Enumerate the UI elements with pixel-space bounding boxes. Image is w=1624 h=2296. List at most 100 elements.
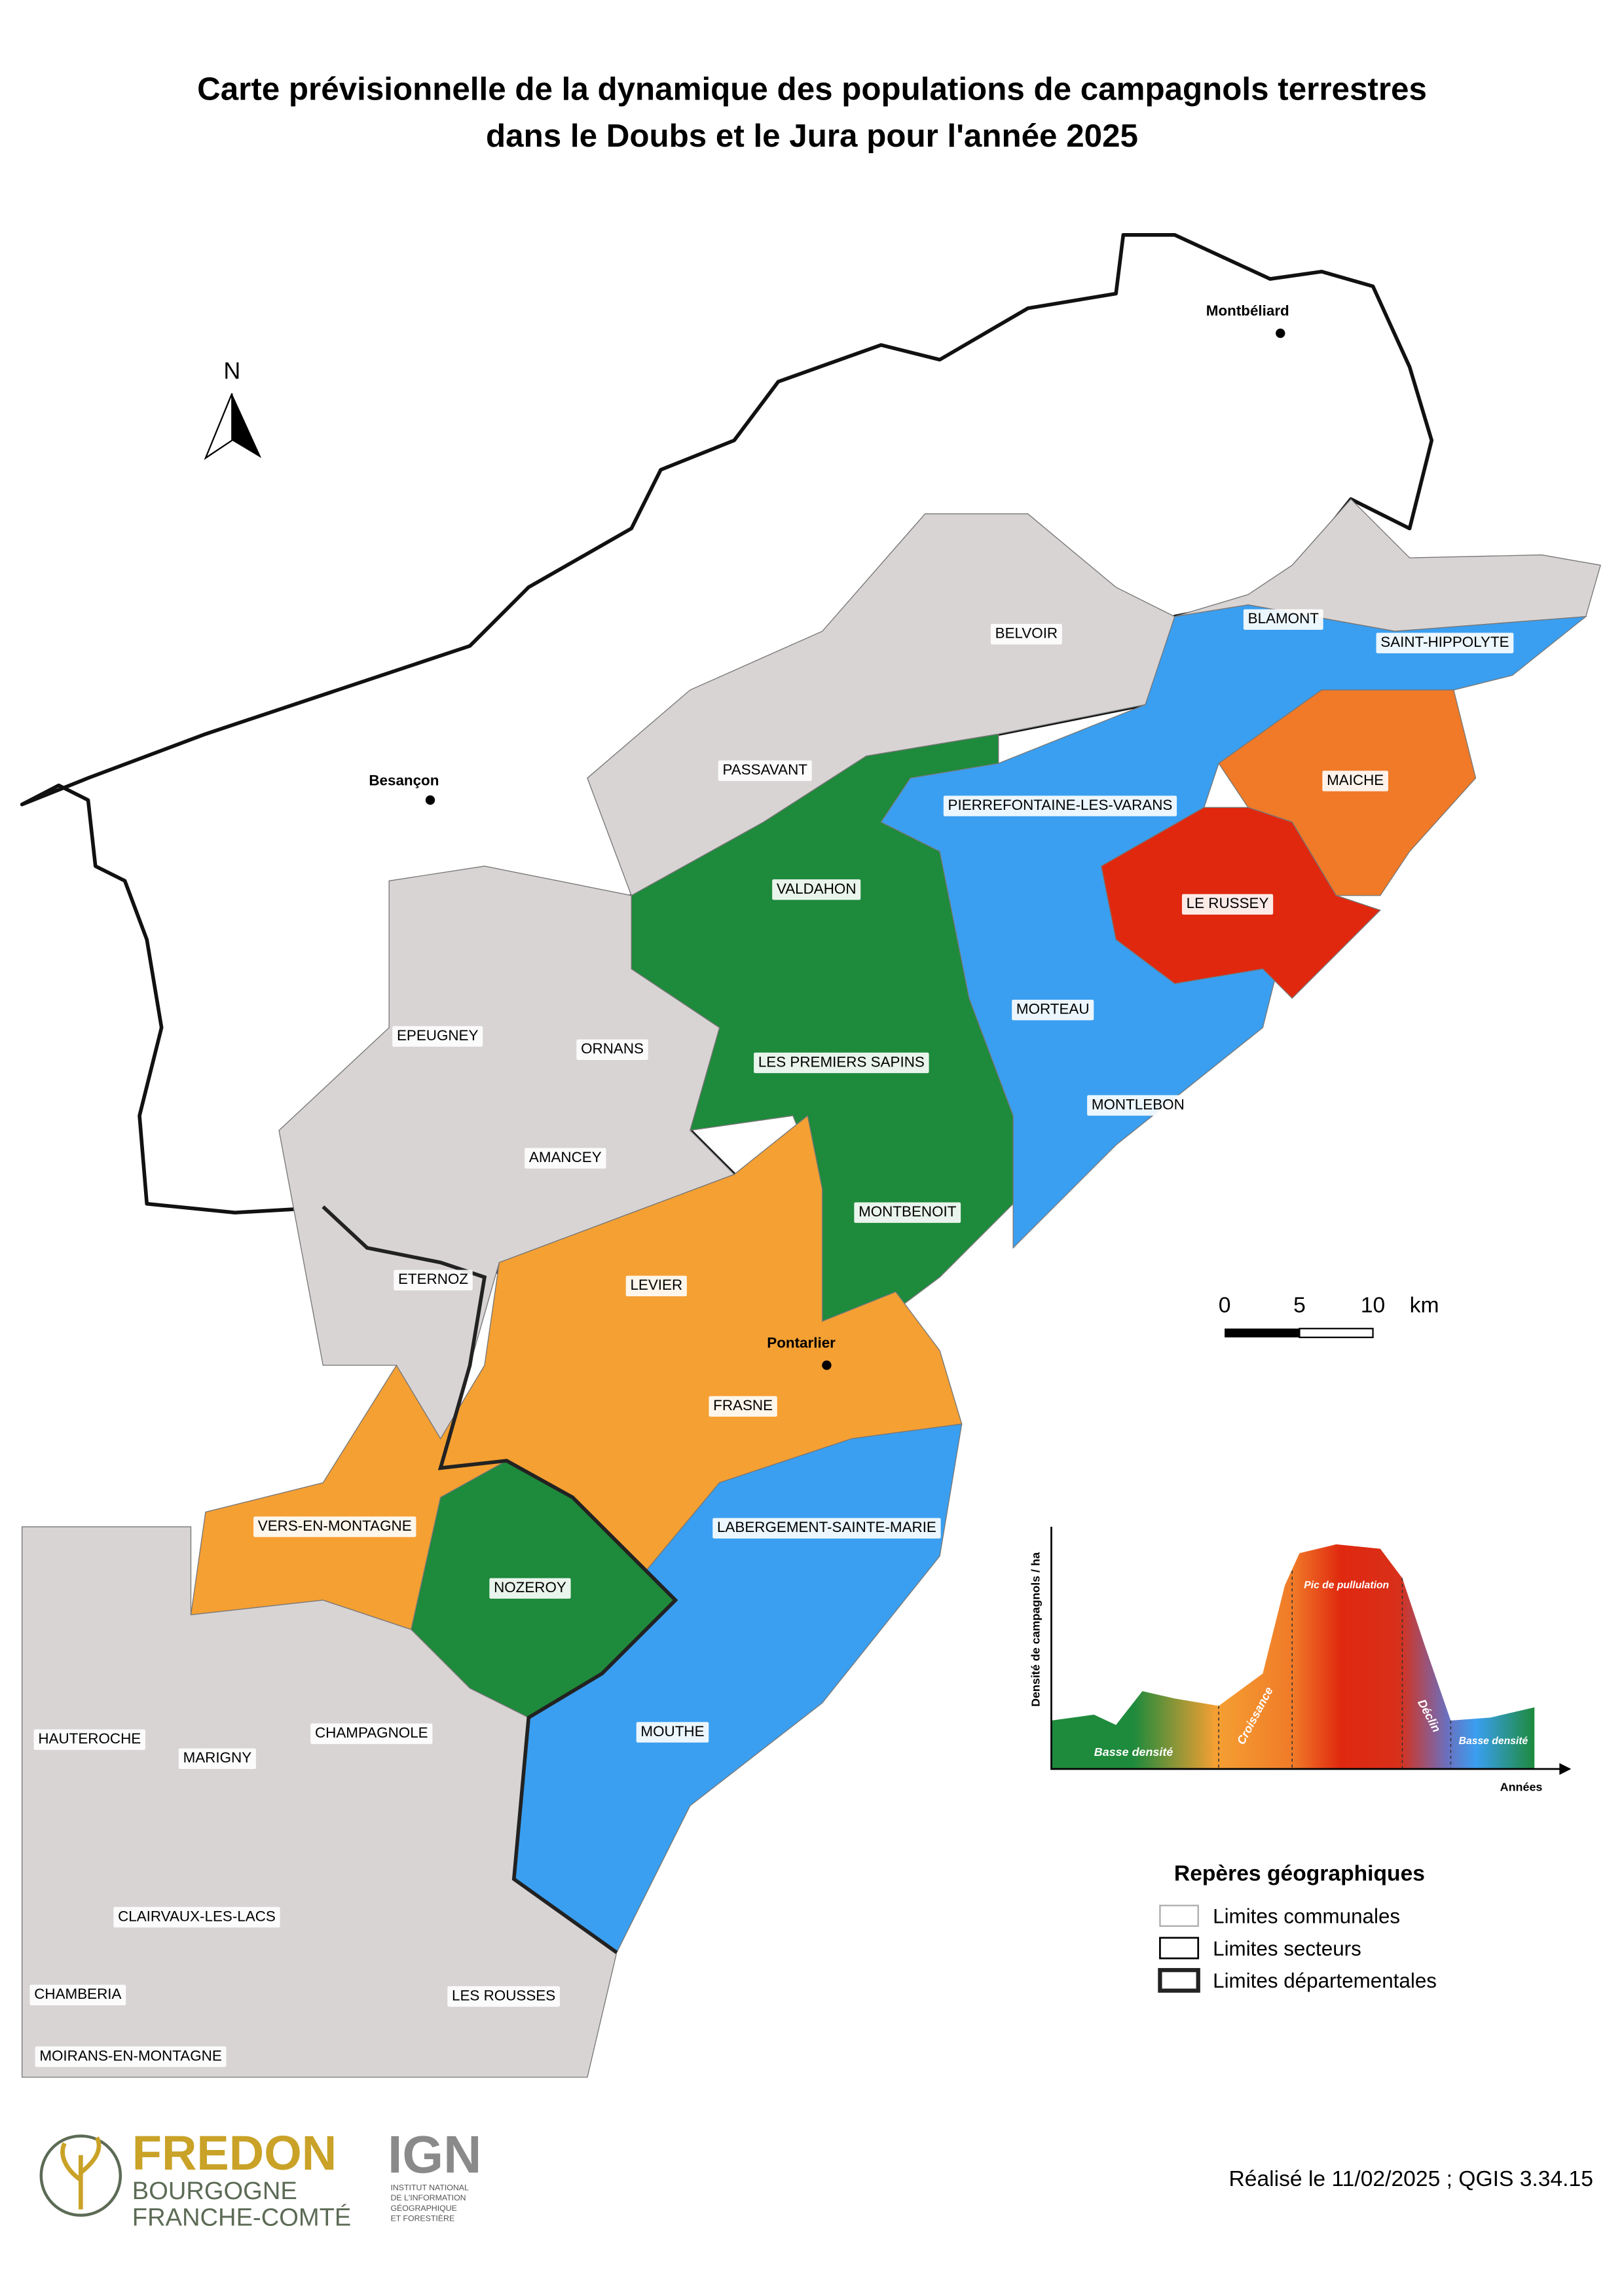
sector-label-box	[943, 795, 1177, 816]
scale-segment	[1299, 1328, 1374, 1338]
sector-label-box	[35, 2046, 227, 2068]
sector-label-box	[772, 879, 861, 900]
sector-label-box	[253, 1516, 416, 1537]
sector-label: MONTLEBON	[1092, 1096, 1185, 1112]
city-label: Montbéliard	[1206, 302, 1289, 319]
sector-label: LE RUSSEY	[1187, 895, 1269, 911]
sector-label-box	[718, 760, 812, 781]
map	[20, 232, 1601, 2078]
title-line: dans le Doubs et le Jura pour l'année 20…	[486, 118, 1138, 154]
legend-title: Repères géographiques	[1174, 1861, 1425, 1886]
sector-label-box	[394, 1269, 473, 1291]
city-label: Pontarlier	[767, 1334, 836, 1351]
sector-label-box	[576, 1039, 648, 1060]
sector-label: ETERNOZ	[398, 1271, 468, 1287]
city-dot	[822, 1360, 832, 1370]
sector-label: AMANCEY	[529, 1149, 602, 1165]
sector-label-box	[990, 623, 1062, 645]
legend-label: Limites départementales	[1213, 1969, 1437, 1992]
scale-label: 10	[1361, 1294, 1385, 1318]
title: Carte prévisionnelle de la dynamique des…	[197, 71, 1427, 154]
sector-label-box	[178, 1748, 256, 1769]
cycle-axes	[1050, 1527, 1566, 1770]
sector-label-box	[712, 1518, 941, 1539]
sector-label-box	[392, 1026, 483, 1047]
cycle-y-label: Densité de campagnols / ha	[1029, 1552, 1043, 1707]
fredon-region: BOURGOGNE	[132, 2178, 297, 2205]
sector-label: MOUTHE	[640, 1723, 704, 1740]
sector-label: PASSAVANT	[722, 761, 807, 778]
sector-label: CHAMBERIA	[34, 1986, 121, 2002]
region-green-valdahon	[631, 733, 1014, 1322]
cycle-chart: Densité de campagnols / ha Années Basse …	[1029, 1527, 1572, 1794]
ign-text: INSTITUT NATIONAL	[390, 2183, 469, 2193]
sector-label-box	[754, 1052, 929, 1074]
sector-label: LABERGEMENT-SAINTE-MARIE	[717, 1519, 936, 1535]
legend-swatch	[1159, 1937, 1200, 1959]
sector-label: LES ROUSSES	[452, 1987, 555, 2003]
sector-label: BELVOIR	[995, 625, 1058, 642]
sector-label: MAICHE	[1327, 772, 1384, 788]
fredon-logo	[39, 2134, 122, 2217]
sector-label: LES PREMIERS SAPINS	[758, 1053, 925, 1070]
sector-label: HAUTEROCHE	[38, 1730, 141, 1747]
city-dot	[1276, 328, 1285, 338]
sector-label: CLAIRVAUX-LES-LACS	[118, 1908, 276, 1924]
sector-label-box	[525, 1148, 606, 1169]
footer: FREDON BOURGOGNE FRANCHE-COMTÉ IGN INSTI…	[39, 2126, 1593, 2231]
fredon-logo-plant	[60, 2136, 101, 2210]
fredon-region: FRANCHE-COMTÉ	[132, 2203, 352, 2231]
sector-label-box	[1322, 771, 1388, 792]
region-grey-jura	[21, 1526, 618, 2078]
sector-label-box	[33, 1729, 145, 1750]
sector-label: VALDAHON	[777, 881, 857, 897]
sector-label: FRASNE	[713, 1397, 773, 1413]
sector-label-box	[625, 1275, 687, 1296]
sector-label-box	[1181, 894, 1274, 915]
sector-label-box	[1087, 1095, 1189, 1116]
sector-label-box	[489, 1578, 571, 1599]
sector-label: MOIRANS-EN-MONTAGNE	[39, 2047, 221, 2064]
sector-label-box	[310, 1723, 433, 1744]
sector-label: BLAMONT	[1248, 610, 1320, 627]
map-labels: Montbéliard Besançon Pontarlier BELVOIR BLAM…	[29, 302, 1514, 2068]
sector-label-box	[636, 1722, 709, 1743]
sector-label-box	[113, 1906, 280, 1928]
sector-label: NOZEROY	[494, 1579, 566, 1595]
city-dot	[425, 795, 435, 805]
phase-label: Basse densité	[1459, 1736, 1528, 1747]
title-line: Carte prévisionnelle de la dynamique des…	[197, 71, 1427, 107]
sector-label-box	[1012, 1000, 1094, 1021]
sector-label: MONTBENOIT	[858, 1203, 957, 1220]
sector-label-box	[854, 1202, 961, 1223]
scale-unit: km	[1410, 1294, 1439, 1318]
fredon-name: FREDON	[132, 2126, 337, 2180]
north-arrow-right	[232, 393, 262, 458]
scale-label: 5	[1293, 1294, 1306, 1318]
legend-label: Limites communales	[1213, 1904, 1400, 1927]
sector-label: MARIGNY	[183, 1749, 252, 1766]
sector-label-box	[447, 1986, 560, 2007]
region-blue-north	[880, 604, 1587, 1249]
sector-label: ORNANS	[581, 1040, 644, 1057]
sector-label-box	[709, 1396, 777, 1417]
sector-label: MORTEAU	[1016, 1001, 1090, 1017]
scale-label: 0	[1219, 1294, 1231, 1318]
cycle-profile	[1051, 1544, 1535, 1769]
ign-text: DE L'INFORMATION	[390, 2193, 466, 2202]
north-arrow: N	[204, 358, 262, 460]
legend-swatch	[1159, 1904, 1199, 1927]
ign-logo: IGN	[388, 2126, 482, 2185]
legend-swatch	[1158, 1968, 1200, 1993]
sector-label: VERS-EN-MONTAGNE	[258, 1518, 412, 1534]
sector-label-box	[29, 1984, 126, 2006]
axis-arrow	[1559, 1763, 1572, 1775]
legend-label: Limites secteurs	[1213, 1937, 1361, 1960]
sector-label: EPEUGNEY	[397, 1027, 479, 1044]
north-label: N	[223, 358, 240, 384]
credit: Réalisé le 11/02/2025 ; QGIS 3.34.15	[1228, 2167, 1593, 2191]
sector-label: PIERREFONTAINE-LES-VARANS	[948, 797, 1173, 813]
phase-label: Basse densité	[1094, 1745, 1173, 1758]
legend: Repères géographiques Limites communales…	[1158, 1861, 1437, 1993]
